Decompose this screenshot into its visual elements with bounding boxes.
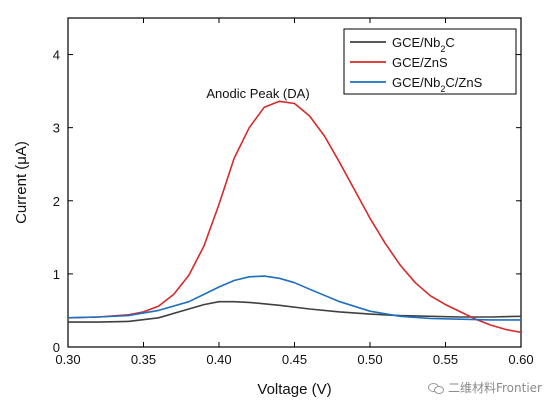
wechat-icon — [427, 382, 444, 394]
x-axis-label: Voltage (V) — [257, 381, 331, 398]
series-line-3 — [67, 275, 521, 321]
series-line-1 — [68, 300, 522, 323]
series-lines — [67, 100, 522, 334]
y-tick-label: 0 — [53, 340, 60, 355]
x-tick-label: 0.40 — [206, 352, 231, 367]
y-tick-label: 3 — [53, 121, 60, 136]
y-tick-label: 1 — [53, 267, 60, 282]
x-tick-label: 0.60 — [508, 352, 533, 367]
legend-label-3: GCE/Nb2C/ZnS — [392, 75, 483, 94]
y-tick-label: 4 — [53, 48, 60, 63]
watermark: 二维材料Frontier — [427, 379, 542, 396]
y-axis-label: Current (μA) — [13, 141, 30, 224]
axis-ticks: 0.30 0.35 0.40 0.45 0.50 0.55 0.60 0 1 2 3 4 — [53, 18, 534, 367]
x-tick-label: 0.45 — [282, 352, 307, 367]
y-tick-label: 2 — [53, 194, 60, 209]
x-tick-label: 0.35 — [131, 352, 156, 367]
legend-label-1: GCE/Nb2C — [392, 35, 455, 54]
peak-annotation: Anodic Peak (DA) — [206, 86, 309, 101]
x-tick-label: 0.55 — [433, 352, 458, 367]
legend-label-2: GCE/ZnS — [392, 55, 448, 70]
x-tick-label: 0.50 — [357, 352, 382, 367]
watermark-text: 二维材料Frontier — [447, 381, 542, 395]
x-tick-label: 0.30 — [55, 352, 80, 367]
series-line-2 — [67, 100, 522, 334]
